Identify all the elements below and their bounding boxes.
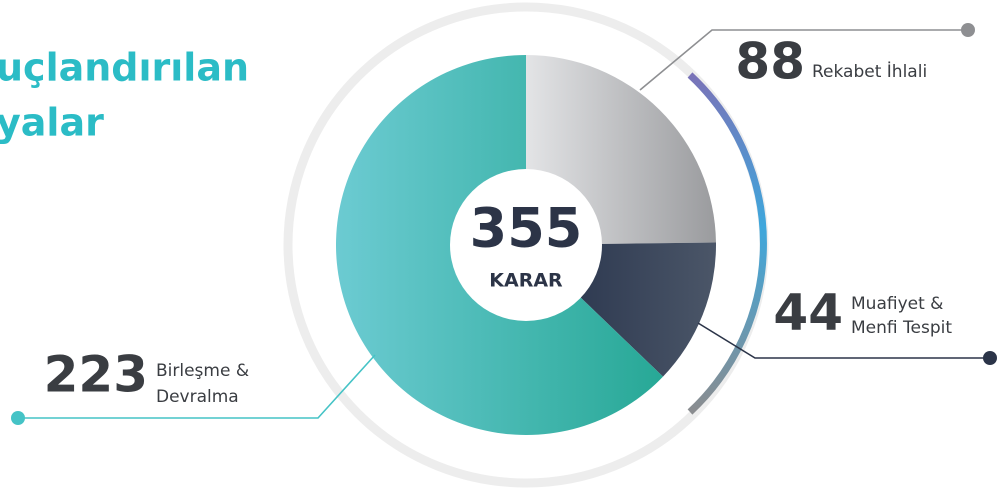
category-label: Devralma — [156, 387, 239, 407]
category-label: Rekabet İhlali — [812, 61, 927, 82]
title-line: yalar — [0, 101, 104, 145]
value-label: 223 — [44, 346, 148, 404]
leader-line — [639, 29, 968, 91]
category-label: Birleşme & — [156, 361, 249, 381]
category-label: Menfi Tespit — [851, 318, 952, 338]
leader-dot — [961, 23, 975, 37]
leader-dot — [11, 411, 25, 425]
leader-line — [697, 322, 990, 359]
leader-line — [18, 354, 376, 419]
accent-arc — [687, 72, 767, 415]
total-label: KARAR — [489, 270, 563, 292]
category-label: Muafiyet & — [851, 294, 943, 314]
value-label: 88 — [735, 33, 805, 91]
leader-dot — [983, 351, 997, 365]
title-line: uçlandırılan — [0, 46, 249, 90]
total: 355 — [470, 197, 583, 260]
value-label: 44 — [773, 284, 843, 342]
center-hole — [450, 169, 602, 321]
